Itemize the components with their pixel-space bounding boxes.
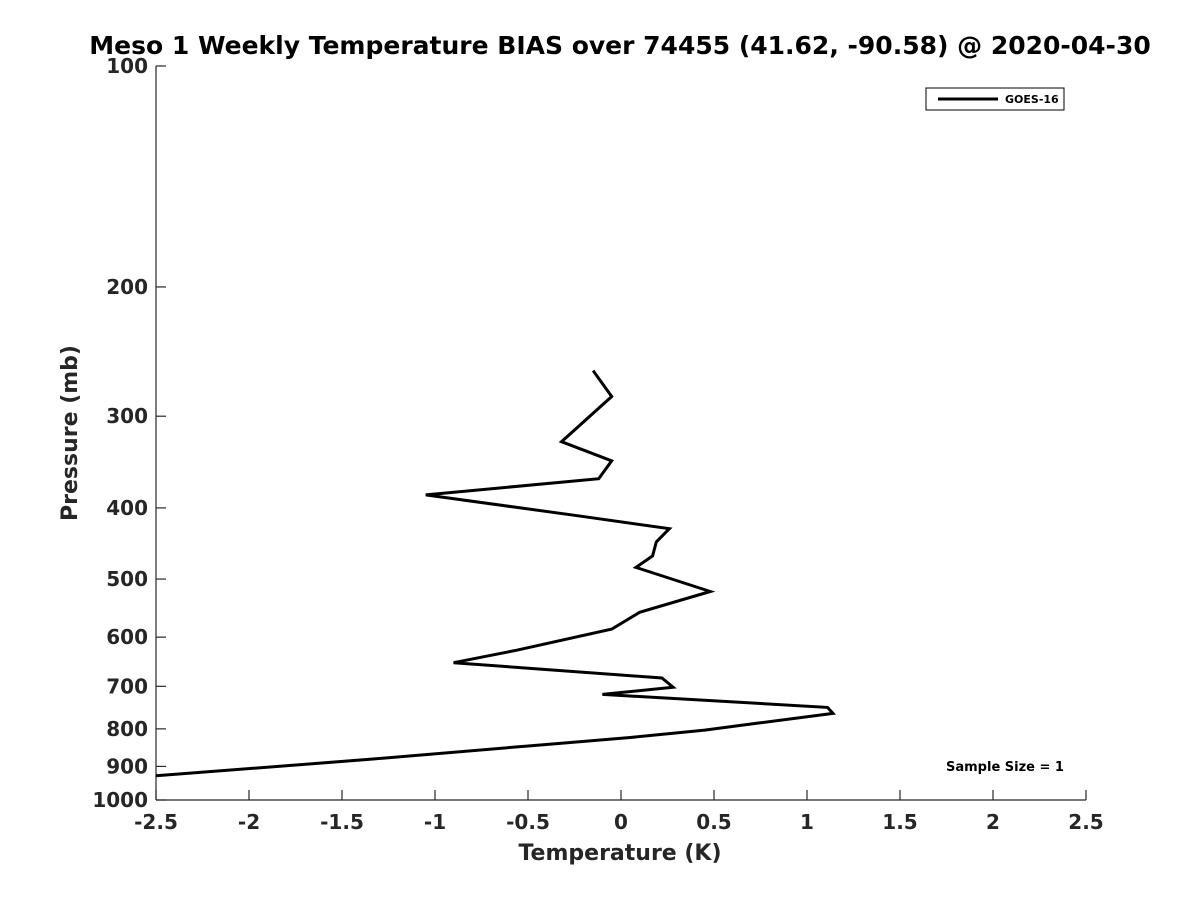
series-group <box>155 369 837 778</box>
y-axis-label: Pressure (mb) <box>58 345 83 521</box>
y-tick-label: 900 <box>106 754 148 778</box>
x-axis: -2.5 -2 -1.5 -1 -0.5 0 0.5 1 1.5 2 2.5 <box>134 790 1104 834</box>
x-tick-label: 1.5 <box>882 810 917 834</box>
x-tick-label: 0.5 <box>696 810 731 834</box>
y-tick-label: 100 <box>106 54 148 78</box>
sample-size-annotation: Sample Size = 1 <box>946 760 1064 775</box>
y-tick-label: 600 <box>106 625 148 649</box>
x-tick-label: -2 <box>238 810 260 834</box>
x-tick-label: -1 <box>424 810 446 834</box>
legend: GOES-16 <box>925 87 1065 111</box>
series-line <box>155 369 837 778</box>
y-axis: 100 200 300 400 500 600 700 800 900 1000 <box>92 54 166 812</box>
y-tick-label: 400 <box>106 496 148 520</box>
legend-label: GOES-16 <box>1005 93 1059 106</box>
x-tick-label: -0.5 <box>506 810 550 834</box>
y-tick-label: 200 <box>106 275 148 299</box>
x-tick-label: 1 <box>800 810 814 834</box>
y-tick-label: 700 <box>106 674 148 698</box>
x-tick-label: -2.5 <box>134 810 178 834</box>
x-tick-label: 2 <box>986 810 1000 834</box>
y-tick-label: 800 <box>106 717 148 741</box>
x-tick-label: -1.5 <box>320 810 364 834</box>
y-tick-label: 300 <box>106 404 148 428</box>
y-tick-label: 1000 <box>92 788 148 812</box>
x-tick-label: 0 <box>614 810 628 834</box>
chart-title: Meso 1 Weekly Temperature BIAS over 7445… <box>89 31 1150 60</box>
x-axis-label: Temperature (K) <box>518 841 721 866</box>
y-tick-label: 500 <box>106 567 148 591</box>
x-tick-label: 2.5 <box>1068 810 1103 834</box>
